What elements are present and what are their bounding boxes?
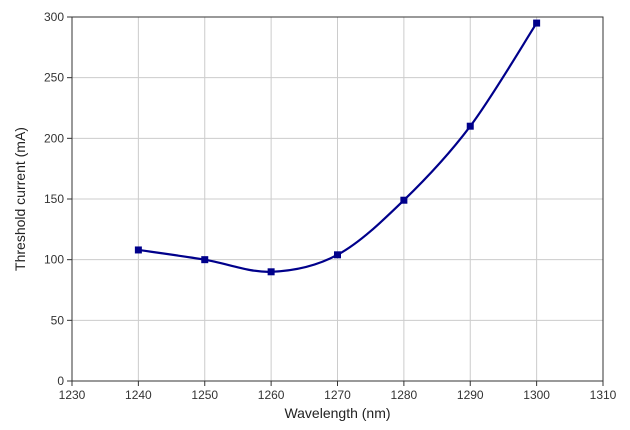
x-tick-label: 1300 [523,388,550,402]
y-tick-label: 50 [51,313,65,327]
x-tick-label: 1260 [258,388,285,402]
x-tick-label: 1270 [324,388,351,402]
data-point-marker [400,196,408,204]
x-tick-label: 1240 [125,388,152,402]
series-markers [134,19,541,276]
y-tick-label: 0 [57,374,64,388]
x-tick-label: 1280 [391,388,418,402]
grid-lines [71,16,604,382]
x-tick-label: 1290 [457,388,484,402]
y-tick-label: 300 [44,10,64,24]
x-axis-label: Wavelength (nm) [284,405,390,421]
y-axis: 0 50 100 150 200 250 300 [44,10,72,388]
data-point-marker [201,256,209,264]
y-tick-label: 150 [44,192,64,206]
data-point-marker [134,246,142,254]
y-tick-label: 250 [44,71,64,85]
data-point-marker [466,122,474,130]
y-tick-label: 200 [44,131,64,145]
x-tick-label: 1230 [59,388,86,402]
y-axis-label: Threshold current (mA) [12,127,28,271]
data-point-marker [334,251,341,259]
x-tick-label: 1310 [590,388,617,402]
data-point-marker [533,19,541,27]
x-tick-label: 1250 [191,388,218,402]
y-tick-label: 100 [44,253,64,267]
data-point-marker [267,268,275,276]
x-axis: 1230 1240 1250 1260 1270 1280 1290 1300 1310 [59,381,617,402]
